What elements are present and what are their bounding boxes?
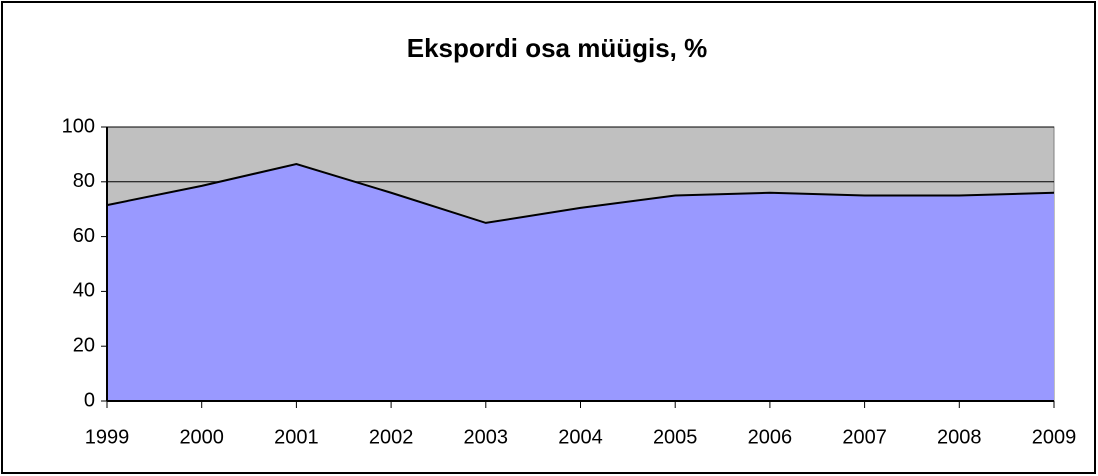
x-tick-label: 1999 — [85, 426, 130, 448]
x-tick-label: 2001 — [274, 426, 319, 448]
x-tick-label: 2000 — [179, 426, 224, 448]
y-tick-label: 40 — [73, 280, 95, 302]
y-tick-label: 80 — [73, 170, 95, 192]
y-tick-label: 60 — [73, 225, 95, 247]
y-tick-label: 20 — [73, 334, 95, 356]
x-tick-label: 2005 — [653, 426, 698, 448]
x-tick-label: 2009 — [1032, 426, 1077, 448]
x-tick-label: 2003 — [464, 426, 509, 448]
x-tick-label: 2008 — [937, 426, 982, 448]
y-tick-label: 100 — [62, 115, 95, 137]
x-tick-label: 2004 — [558, 426, 603, 448]
x-tick-label: 2006 — [748, 426, 793, 448]
area-line — [106, 162, 1055, 224]
chart-title: Ekspordi osa müügis, % — [407, 33, 708, 63]
x-tick-label: 2007 — [842, 426, 887, 448]
y-tick-label: 0 — [84, 389, 95, 411]
area — [107, 163, 1054, 401]
x-tick-label: 2002 — [369, 426, 414, 448]
